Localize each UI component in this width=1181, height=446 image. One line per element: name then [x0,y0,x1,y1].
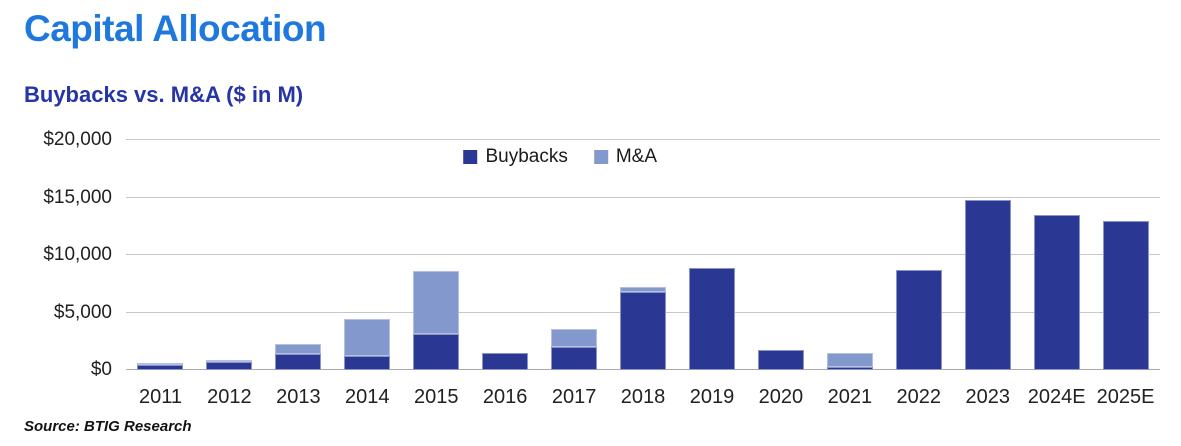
plot-area: Buybacks M&A [126,139,1160,370]
x-tick-label-2022: 2022 [896,386,942,408]
y-tick-label: $15,000 [43,186,112,208]
stacked-bar-2015 [413,140,460,370]
segment-buybacks-2018 [620,291,667,370]
segment-ma-2015 [413,271,460,335]
bar-slot-2013 [264,140,333,370]
x-tick-label-2016: 2016 [482,386,528,408]
legend-label: M&A [615,146,658,167]
x-tick-label-2011: 2011 [138,386,182,408]
bar-slot-2011 [126,140,195,370]
segment-buybacks-2014 [344,355,391,370]
stacked-bar-2024E [1033,140,1080,370]
stacked-bar-2019 [688,140,735,370]
bar-slot-2017 [540,140,609,370]
y-tick-label: $20,000 [43,129,112,150]
bar-slot-2022 [884,140,953,370]
stacked-bar-2014 [344,140,391,370]
stacked-bar-2018 [620,140,667,370]
stacked-bar-2025E [1102,140,1149,370]
bar-slot-2020 [746,140,815,370]
stacked-bar-2022 [895,140,942,370]
segment-buybacks-2015 [413,334,460,370]
x-tick-label-2014: 2014 [345,386,390,408]
x-tick-label-2019: 2019 [689,386,735,408]
stacked-bar-2012 [206,140,253,370]
segment-buybacks-2023 [964,199,1011,370]
bar-slot-2015 [402,140,471,370]
segment-buybacks-2017 [551,347,598,370]
x-tick-label-2013: 2013 [276,386,321,408]
segment-ma-2021 [826,352,873,367]
segment-ma-2012 [206,360,253,362]
stacked-bar-2020 [757,140,804,370]
stacked-bar-2016 [482,140,529,370]
segment-buybacks-2011 [137,364,184,370]
segment-buybacks-2016 [482,352,529,370]
segment-buybacks-2013 [275,353,322,370]
segment-ma-2011 [137,362,184,365]
segment-buybacks-2025E [1102,220,1149,370]
legend-swatch-icon [463,150,478,164]
gridline [126,139,1160,140]
bar-slot-2016 [471,140,540,370]
y-axis: $0 $5,000 $10,000 $15,000 $20,000 [0,129,112,380]
bar-slot-2012 [195,140,264,370]
segment-buybacks-2024E [1033,214,1080,370]
segment-ma-2018 [620,287,667,292]
segment-buybacks-2012 [206,361,253,370]
x-tick-label-2025E: 2025E [1096,386,1155,408]
source-note: Source: BTIG Research [24,418,192,435]
gridline [126,196,1160,198]
bars [126,140,1160,370]
y-tick-label: $0 [90,359,112,380]
segment-buybacks-2022 [895,269,942,370]
bar-slot-2024E [1022,140,1091,370]
bar-slot-2023 [953,140,1022,370]
bar-slot-2019 [678,140,747,370]
stacked-bar-2017 [551,140,598,370]
segment-ma-2013 [275,343,322,354]
segment-buybacks-2021 [826,366,873,370]
x-tick-label-2015: 2015 [413,386,459,408]
x-tick-label-2012: 2012 [207,386,252,408]
segment-buybacks-2020 [757,350,804,370]
x-axis: 2011 2012 2013 2014 2015 2016 2017 2018 2019 2020… [126,386,1160,409]
x-tick-label-2024E: 2024E [1027,386,1086,408]
legend-swatch-icon [593,150,608,164]
gridline [126,254,1160,255]
legend-item-ma: M&A [593,146,658,168]
stacked-bar-2011 [137,140,184,370]
legend-item-buybacks: Buybacks [463,146,568,168]
y-tick-label: $5,000 [53,301,112,323]
segment-ma-2014 [344,319,391,356]
x-tick-label-2021: 2021 [827,386,873,408]
legend: Buybacks M&A [463,146,657,168]
segment-buybacks-2019 [688,267,735,370]
segment-ma-2017 [551,328,598,347]
bar-slot-2014 [333,140,402,370]
page-title: Capital Allocation [24,8,327,49]
chart-subtitle: Buybacks vs. M&A ($ in M) [24,82,304,107]
bar-slot-2018 [609,140,678,370]
bar-slot-2021 [815,140,884,370]
stacked-bar-2013 [275,140,322,370]
bar-slot-2025E [1091,140,1160,370]
x-tick-label-2023: 2023 [965,386,1010,408]
x-tick-label-2020: 2020 [758,386,804,408]
y-tick-label: $10,000 [43,244,112,265]
stacked-bar-2023 [964,140,1011,370]
x-tick-label-2017: 2017 [551,386,597,408]
stacked-bar-2021 [826,140,873,370]
x-tick-label-2018: 2018 [620,386,666,408]
legend-label: Buybacks [485,146,568,167]
